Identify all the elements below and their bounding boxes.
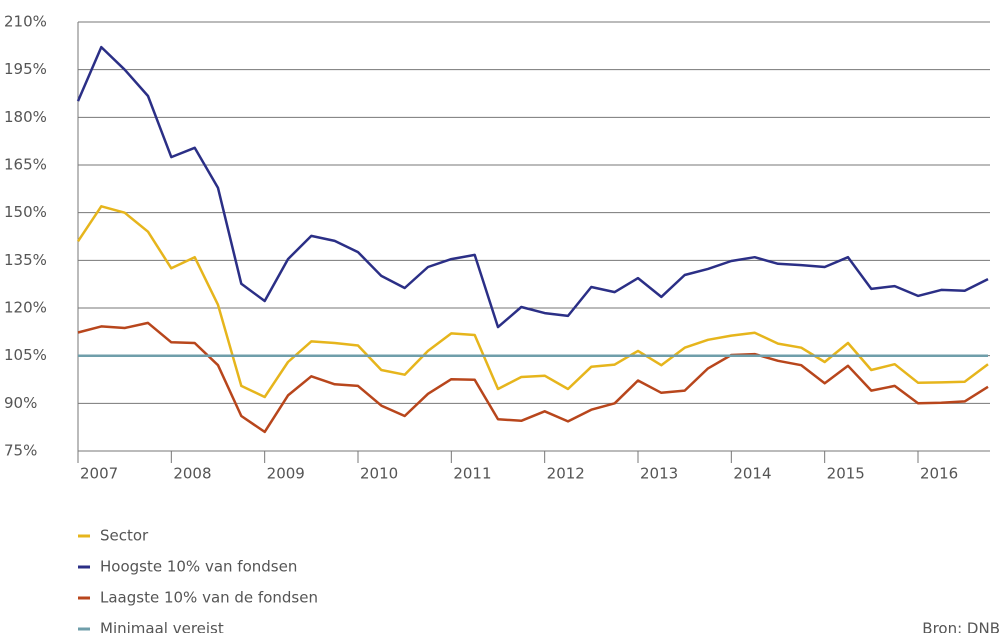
y-tick-label: 195%: [4, 60, 47, 78]
y-tick-label: 180%: [4, 108, 47, 126]
legend-label: Hoogste 10% van fondsen: [100, 558, 297, 576]
y-tick-label: 75%: [4, 442, 37, 460]
legend-label: Laagste 10% van de fondsen: [100, 589, 318, 607]
x-tick-label: 2009: [267, 465, 305, 483]
x-tick-label: 2011: [453, 465, 491, 483]
y-tick-label: 120%: [4, 299, 47, 317]
x-tick-label: 2016: [920, 465, 958, 483]
series-line: [76, 45, 989, 329]
series-line: [76, 205, 989, 399]
y-tick-label: 150%: [4, 203, 47, 221]
x-tick-label: 2010: [360, 465, 398, 483]
y-tick-label: 210%: [4, 13, 47, 31]
x-tick-label: 2013: [640, 465, 678, 483]
y-tick-label: 165%: [4, 156, 47, 174]
legend-label: Sector: [100, 527, 149, 545]
series-line: [77, 321, 989, 434]
y-tick-label: 105%: [4, 346, 47, 364]
source: Bron: DNB: [922, 620, 1000, 633]
x-tick-label: 2014: [733, 465, 771, 483]
legend-label: Minimaal vereist: [100, 620, 224, 633]
x-tick-label: 2007: [80, 465, 118, 483]
x-tick-label: 2012: [547, 465, 585, 483]
y-tick-label: 90%: [4, 394, 37, 412]
x-tick-label: 2008: [173, 465, 211, 483]
y-tick-label: 135%: [4, 251, 47, 269]
x-tick-label: 2015: [827, 465, 865, 483]
